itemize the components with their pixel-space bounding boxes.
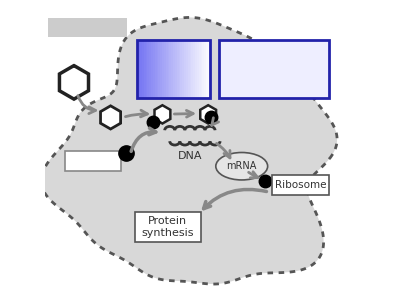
Bar bbox=[146, 40, 148, 98]
Bar bbox=[219, 40, 329, 98]
Bar bbox=[272, 175, 329, 195]
Bar bbox=[151, 40, 153, 98]
Bar bbox=[184, 40, 186, 98]
Polygon shape bbox=[41, 17, 337, 284]
Bar bbox=[153, 40, 155, 98]
Bar bbox=[167, 40, 170, 98]
Bar bbox=[190, 40, 192, 98]
Bar bbox=[171, 40, 173, 98]
Bar bbox=[193, 40, 196, 98]
Polygon shape bbox=[59, 66, 88, 99]
Bar bbox=[144, 40, 146, 98]
Bar bbox=[173, 40, 175, 98]
Bar bbox=[160, 40, 162, 98]
Bar bbox=[202, 40, 205, 98]
Polygon shape bbox=[200, 105, 216, 124]
Bar bbox=[188, 40, 190, 98]
Bar bbox=[206, 40, 208, 98]
Bar bbox=[137, 40, 139, 98]
Bar bbox=[138, 40, 141, 98]
Bar bbox=[199, 40, 201, 98]
Bar bbox=[140, 40, 142, 98]
Bar bbox=[135, 212, 201, 242]
Text: Protein
synthesis: Protein synthesis bbox=[141, 217, 194, 238]
Bar bbox=[186, 40, 188, 98]
Bar bbox=[162, 40, 164, 98]
Bar bbox=[192, 40, 194, 98]
Bar bbox=[48, 18, 127, 37]
Bar bbox=[175, 40, 177, 98]
Text: Ribosome: Ribosome bbox=[275, 180, 326, 190]
Bar bbox=[197, 40, 199, 98]
Bar bbox=[201, 40, 203, 98]
Bar bbox=[65, 151, 121, 171]
Bar bbox=[158, 40, 161, 98]
Ellipse shape bbox=[216, 152, 268, 180]
Text: DNA: DNA bbox=[178, 151, 202, 161]
Text: mRNA: mRNA bbox=[227, 161, 257, 171]
Bar bbox=[166, 40, 168, 98]
Bar bbox=[177, 40, 179, 98]
Bar bbox=[182, 40, 184, 98]
Polygon shape bbox=[101, 106, 120, 129]
Bar bbox=[149, 40, 151, 98]
Bar bbox=[137, 40, 210, 98]
Polygon shape bbox=[154, 105, 170, 124]
Bar bbox=[155, 40, 157, 98]
Bar bbox=[142, 40, 144, 98]
Bar bbox=[169, 40, 171, 98]
Bar bbox=[147, 40, 150, 98]
Bar bbox=[181, 40, 182, 98]
Bar bbox=[179, 40, 181, 98]
Bar bbox=[157, 40, 159, 98]
Bar bbox=[164, 40, 166, 98]
Bar bbox=[208, 40, 210, 98]
Bar bbox=[195, 40, 197, 98]
Bar bbox=[204, 40, 206, 98]
